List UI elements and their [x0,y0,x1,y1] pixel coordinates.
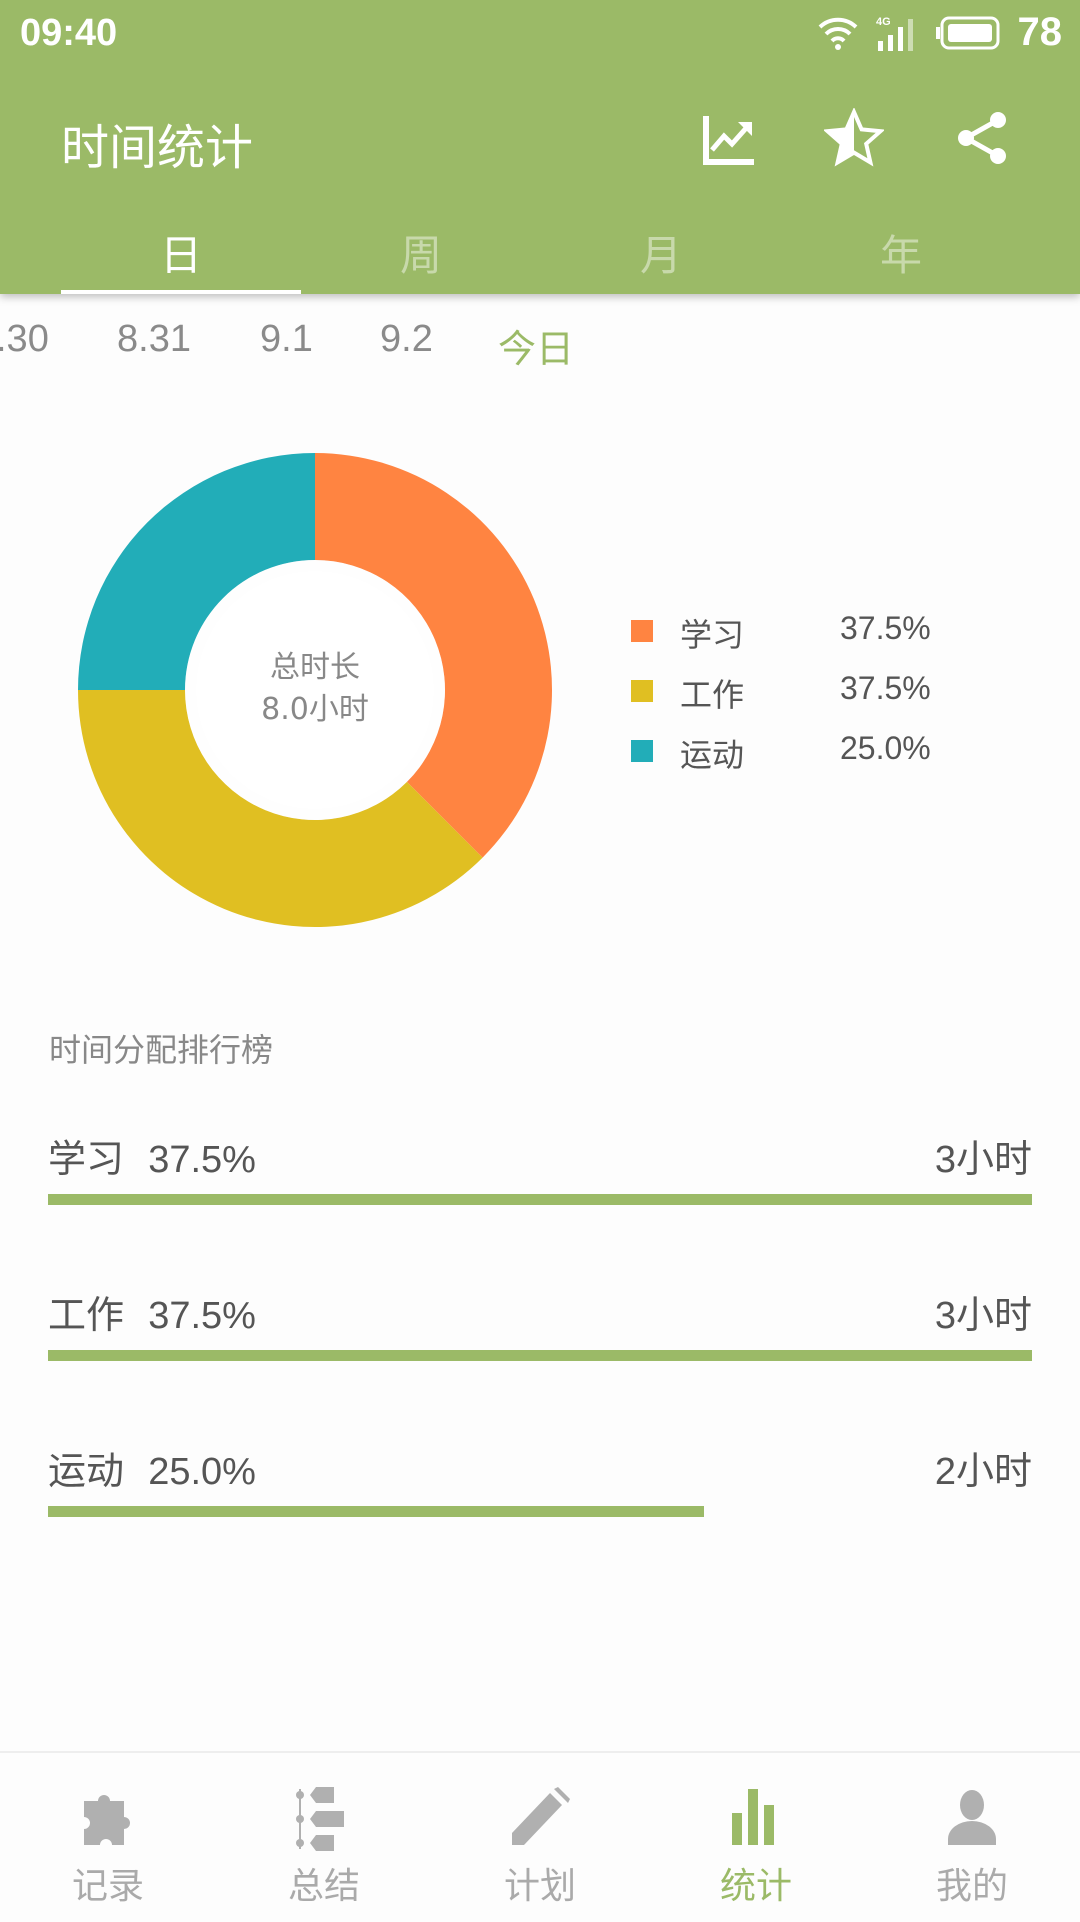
app-bar: 09:40 4G 78 时间统计 日 周 月 年 [0,0,1080,294]
legend-swatch [631,620,653,642]
tab-year[interactable]: 年 [879,231,922,280]
status-time: 09:40 [20,12,118,54]
legend-swatch [631,680,653,702]
nav-stats[interactable]: 统计 [656,1753,856,1922]
legend-label: 学习 [680,616,745,654]
legend-swatch [631,740,653,762]
person-icon [948,1790,996,1845]
share-icon[interactable] [952,108,1012,168]
date-item[interactable]: .30 [0,318,49,360]
puzzle-icon [84,1795,130,1845]
bar-chart-icon [732,1789,774,1845]
page-title: 时间统计 [61,120,254,176]
ranking-duration: 3小时 [934,1295,1032,1337]
ranking-name: 工作 37.5% [48,1293,256,1337]
ranking-title: 时间分配排行榜 [49,1031,274,1069]
donut-slice-1 [78,690,483,927]
legend-label: 工作 [680,676,745,714]
period-tabs: 日 周 月 年 [61,222,1021,294]
date-item[interactable]: 9.1 [260,318,313,360]
ranking-duration: 2小时 [934,1451,1032,1493]
star-half-icon[interactable] [824,108,884,168]
date-item-today[interactable]: 今日 [498,329,575,371]
legend-value: 37.5% [840,670,931,706]
ranking-bar [48,1506,705,1517]
ranking-name: 学习 37.5% [48,1137,256,1181]
wifi-icon [818,17,857,50]
timeline-icon [296,1787,344,1851]
donut-inner-ring-0 [315,560,446,782]
trend-chart-icon[interactable] [700,108,760,168]
tab-week[interactable]: 周 [399,231,442,280]
nav-record[interactable]: 记录 [8,1753,208,1922]
donut-chart: 总时长 8.0小时 [78,453,552,927]
legend-item: 工作 37.5% [631,670,961,714]
donut-slice-2 [78,453,315,690]
donut-inner-ring-1 [185,690,407,820]
nav-me[interactable]: 我的 [872,1753,1072,1922]
ranking-bar [48,1194,1032,1205]
ranking-row: 学习 37.5% 3小时 [48,1128,1032,1208]
donut-slice-0 [315,453,552,858]
ranking-name: 运动 25.0% [48,1449,256,1493]
center-value: 8.0小时 [261,692,369,727]
donut-inner-ring-2 [185,560,315,690]
nav-plan[interactable]: 计划 [440,1753,640,1922]
battery-icon [935,16,999,49]
ranking-row: 运动 25.0% 2小时 [48,1440,1032,1520]
legend-item: 学习 37.5% [631,610,961,654]
legend-value: 37.5% [840,610,931,646]
battery-level: 78 [1017,10,1063,54]
signal-icon: 4G [876,16,913,51]
legend-item: 运动 25.0% [631,730,961,774]
pencil-icon [512,1787,570,1845]
legend-label: 运动 [680,736,745,774]
date-item[interactable]: 9.2 [380,318,433,360]
status-icons: 4G 78 [818,10,1063,55]
ranking-duration: 3小时 [934,1139,1032,1181]
svg-text:4G: 4G [876,16,891,28]
ranking-row: 工作 37.5% 3小时 [48,1284,1032,1364]
center-label: 总时长 [270,650,360,685]
date-item[interactable]: 8.31 [117,318,191,360]
ranking-bar [48,1350,1032,1361]
bottom-nav: 记录 总结 计划 统计 我的 [0,1751,1080,1920]
legend-value: 25.0% [840,730,931,766]
nav-summary[interactable]: 总结 [224,1753,424,1922]
tab-month[interactable]: 月 [639,231,682,280]
tab-day[interactable]: 日 [61,222,301,294]
donut-hole [196,571,434,809]
